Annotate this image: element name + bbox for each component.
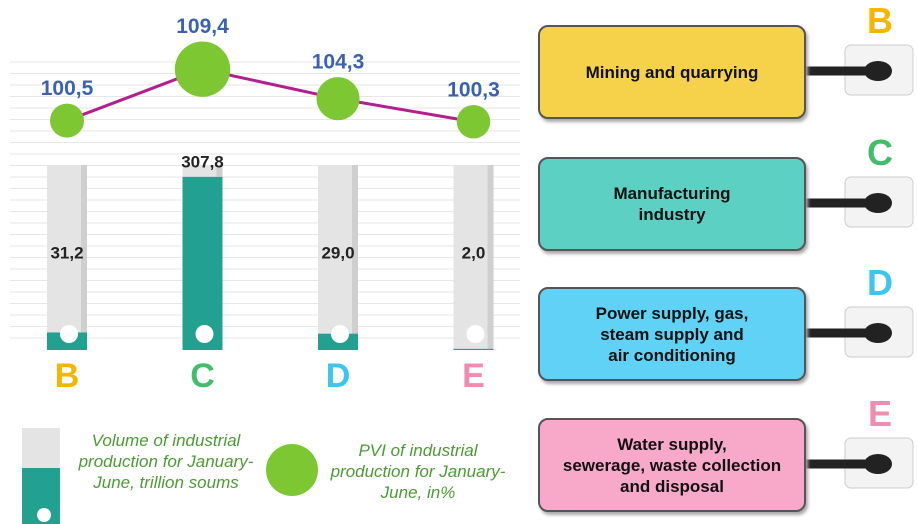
bar-dot <box>467 325 485 343</box>
bar-dot <box>331 325 349 343</box>
pvi-line <box>67 69 474 122</box>
value-label: 307,8 <box>181 152 224 171</box>
infographic: 31,2 B 307,8 C 29,0 D 2,0 E 100,5 109,4 104,3 100,3… <box>0 0 917 524</box>
sector-label: sewerage, waste collection <box>563 455 781 476</box>
x-tick-label: C <box>190 357 215 395</box>
legend-label: PVI of industrial production for January… <box>318 440 518 503</box>
value-label: 104,3 <box>312 51 365 74</box>
legend-label: Volume of industrial production for Janu… <box>68 430 264 493</box>
value-label: 100,3 <box>447 79 500 102</box>
sector-label: air conditioning <box>608 345 736 366</box>
bar-dot <box>60 325 78 343</box>
value-label: 31,2 <box>50 243 83 262</box>
sector-letter: E <box>860 393 900 435</box>
pvi-bubble <box>50 104 84 138</box>
sector-label: Power supply, gas, <box>596 303 749 324</box>
bar <box>183 177 223 350</box>
bar-dot <box>196 325 214 343</box>
value-label: 100,5 <box>41 77 94 100</box>
sector-letter: B <box>860 0 900 42</box>
value-label: 2,0 <box>462 243 486 262</box>
bar <box>454 349 494 350</box>
sector-label: industry <box>638 204 705 225</box>
x-tick-label: B <box>55 357 80 395</box>
sector-label: Manufacturing <box>613 183 730 204</box>
value-label: 29,0 <box>321 243 354 262</box>
legend-bar-dot <box>37 508 51 522</box>
sector-label: Water supply, <box>617 434 727 455</box>
sector-label: and disposal <box>620 476 724 497</box>
pvi-bubble <box>316 77 359 120</box>
bar-side <box>488 165 494 350</box>
sector-letter: C <box>860 132 900 174</box>
x-tick-label: E <box>462 357 485 395</box>
sector-panel: Mining and quarrying <box>538 25 806 119</box>
legend-bubble <box>266 444 318 496</box>
pvi-bubble <box>175 42 230 97</box>
x-tick-label: D <box>326 357 351 395</box>
value-label: 109,4 <box>176 15 229 38</box>
pvi-bubble <box>457 105 491 139</box>
sector-label: Mining and quarrying <box>586 62 759 83</box>
sector-label: steam supply and <box>600 324 744 345</box>
sector-letter: D <box>860 262 900 304</box>
